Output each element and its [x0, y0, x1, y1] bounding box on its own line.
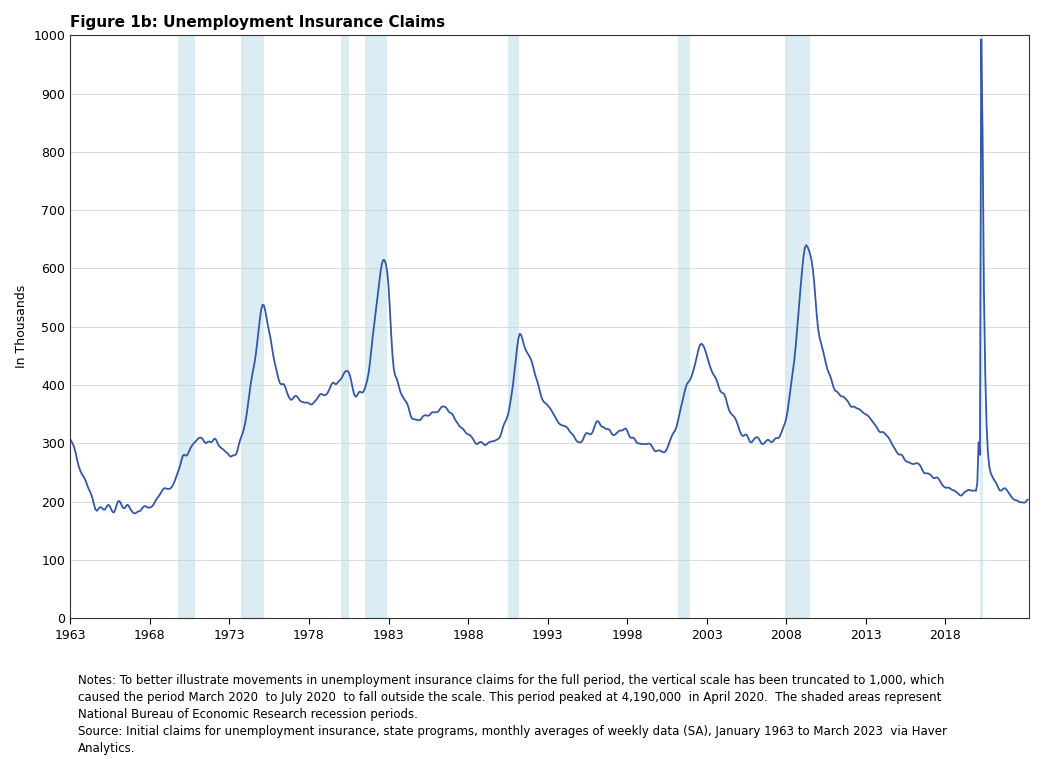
Bar: [241, 36, 264, 618]
Y-axis label: In Thousands: In Thousands: [15, 285, 28, 368]
Bar: [785, 36, 810, 618]
Bar: [980, 36, 982, 618]
Bar: [678, 36, 690, 618]
Bar: [364, 36, 387, 618]
Text: Notes: To better illustrate movements in unemployment insurance claims for the f: Notes: To better illustrate movements in…: [78, 674, 947, 755]
Bar: [507, 36, 519, 618]
Bar: [177, 36, 195, 618]
Bar: [340, 36, 349, 618]
Text: Figure 1b: Unemployment Insurance Claims: Figure 1b: Unemployment Insurance Claims: [70, 15, 446, 30]
